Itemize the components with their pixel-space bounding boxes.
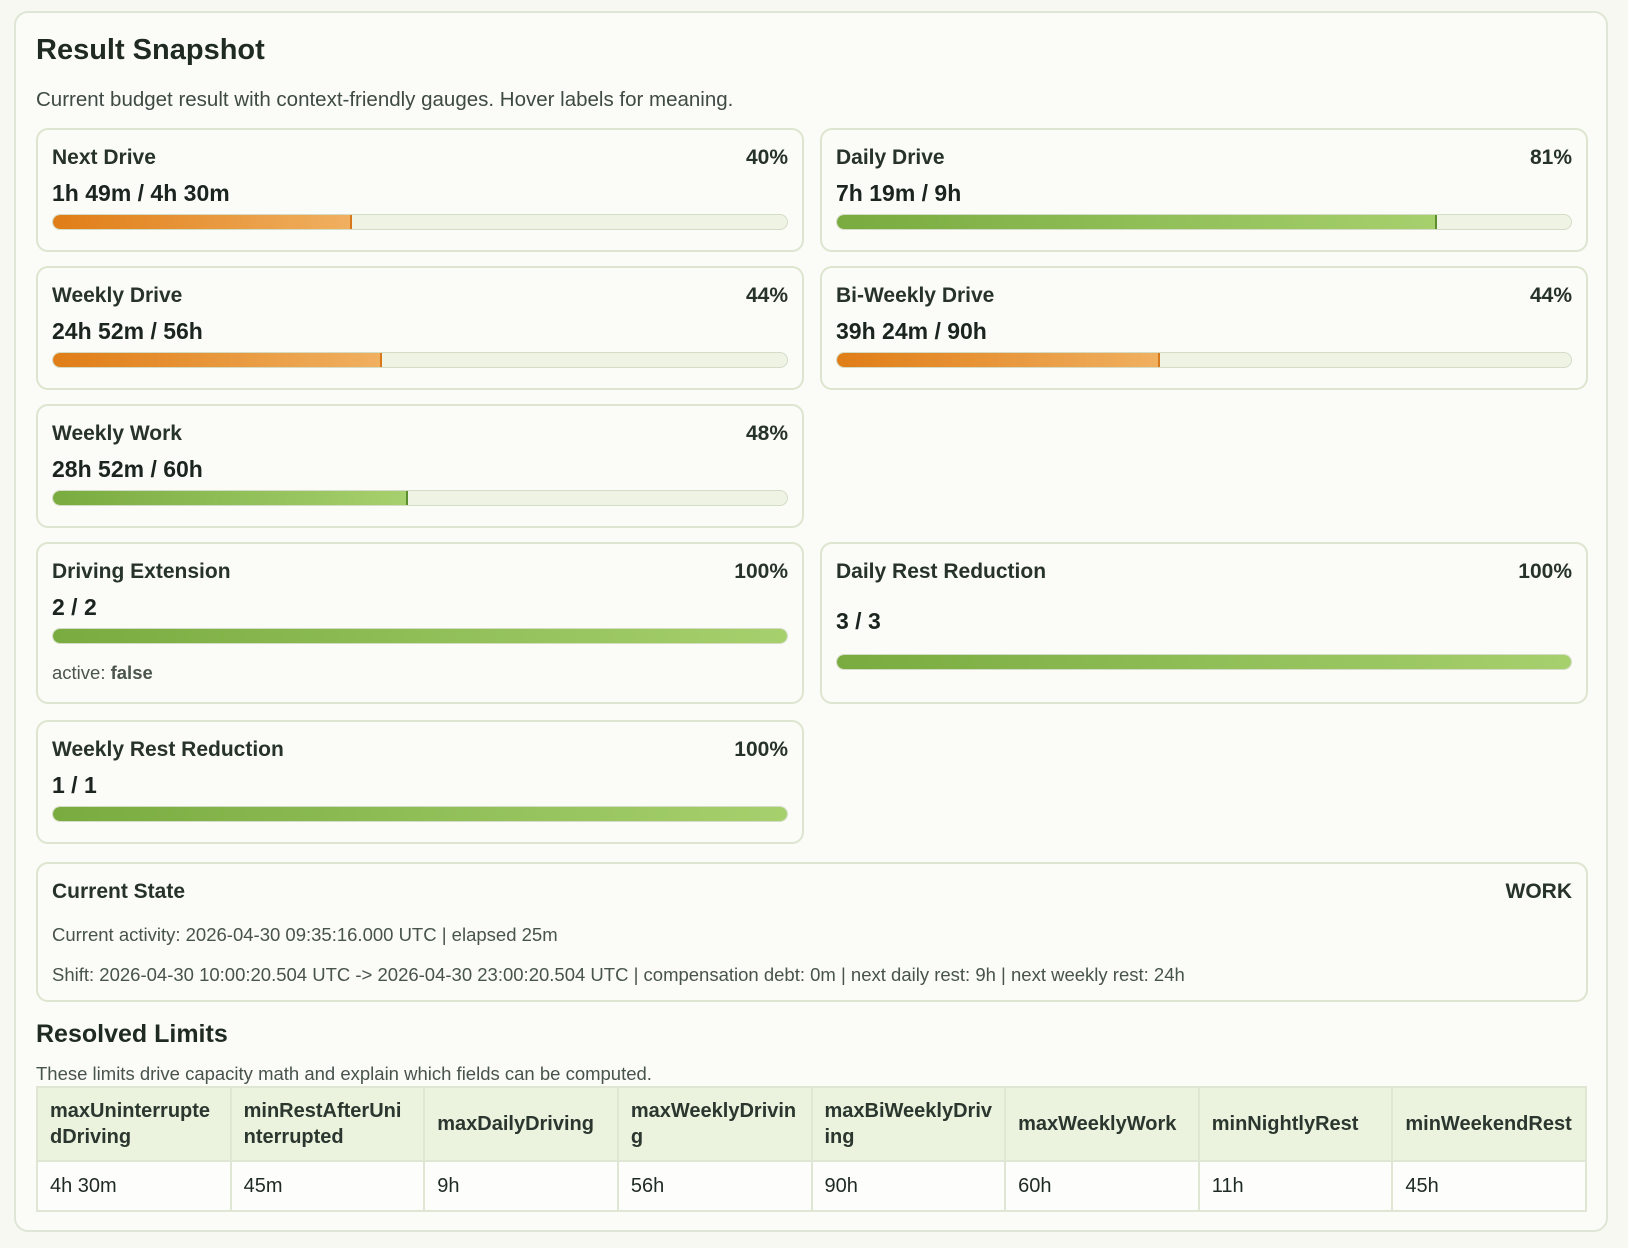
gauge-label[interactable]: Daily Drive	[836, 146, 945, 169]
gauge-fill	[53, 629, 787, 643]
table-cell: 90h	[810, 1160, 1007, 1212]
gauge-value: 24h 52m / 56h	[52, 318, 203, 344]
table-cell: 11h	[1197, 1160, 1394, 1212]
state-badge: WORK	[1505, 880, 1573, 903]
gauge-card-next-drive: Next Drive 40% 1h 49m / 4h 30m	[36, 128, 804, 252]
gauge-percent: 100%	[1518, 560, 1572, 583]
gauge-track	[52, 628, 788, 644]
gauge-label[interactable]: Driving Extension	[52, 560, 231, 583]
gauge-track	[836, 214, 1572, 230]
gauge-track	[836, 654, 1572, 670]
gauge-percent: 100%	[734, 560, 788, 583]
active-label: active:	[52, 662, 106, 683]
column-header: minWeekendRest	[1391, 1086, 1587, 1162]
gauge-value: 1 / 1	[52, 772, 97, 798]
gauge-fill	[53, 215, 353, 229]
column-header: minNightlyRest	[1197, 1086, 1394, 1162]
page-title: Result Snapshot	[36, 34, 265, 66]
page-subtitle: Current budget result with context-frien…	[36, 88, 734, 111]
gauge-label[interactable]: Daily Rest Reduction	[836, 560, 1047, 583]
column-header: maxWeeklyWork	[1004, 1086, 1200, 1162]
column-header: maxUninterruptedDriving	[36, 1086, 232, 1162]
table-header-row: maxUninterruptedDriving minRestAfterUnin…	[36, 1086, 1587, 1162]
gauge-value: 7h 19m / 9h	[836, 180, 962, 206]
resolved-limits-title: Resolved Limits	[36, 1020, 228, 1048]
gauge-label[interactable]: Weekly Rest Reduction	[52, 738, 284, 761]
column-header: maxWeeklyDriving	[616, 1086, 813, 1162]
table-cell: 45h	[1391, 1160, 1587, 1212]
resolved-limits-subtitle: These limits drive capacity math and exp…	[36, 1063, 652, 1084]
gauge-label[interactable]: Weekly Work	[52, 422, 182, 445]
gauge-label[interactable]: Weekly Drive	[52, 284, 183, 307]
gauge-percent: 48%	[745, 422, 788, 445]
table-cell: 9h	[423, 1160, 619, 1212]
resolved-limits-table: maxUninterruptedDriving minRestAfterUnin…	[36, 1086, 1587, 1212]
gauge-track	[52, 352, 788, 368]
current-activity-line: Current activity: 2026-04-30 09:35:16.00…	[52, 924, 558, 945]
active-value: false	[110, 662, 153, 683]
gauge-fill	[53, 807, 787, 821]
gauge-card-daily-drive: Daily Drive 81% 7h 19m / 9h	[820, 128, 1588, 252]
gauge-percent: 44%	[1529, 284, 1572, 307]
current-state-card: Current State WORK Current activity: 202…	[36, 862, 1588, 1002]
gauge-value: 3 / 3	[836, 608, 881, 634]
gauge-card-daily-rest-reduction: Daily Rest Reduction 100% 3 / 3	[820, 542, 1588, 704]
extension-active-status: active: false	[52, 662, 153, 684]
gauge-percent: 81%	[1529, 146, 1572, 169]
gauge-track	[52, 806, 788, 822]
column-header: maxDailyDriving	[423, 1086, 619, 1162]
gauge-fill	[837, 655, 1571, 669]
table-cell: 60h	[1004, 1160, 1200, 1212]
gauge-card-biweekly-drive: Bi-Weekly Drive 44% 39h 24m / 90h	[820, 266, 1588, 390]
gauge-card-weekly-work: Weekly Work 48% 28h 52m / 60h	[36, 404, 804, 528]
table-row: 4h 30m 45m 9h 56h 90h 60h 11h 45h	[36, 1160, 1587, 1212]
gauge-track	[52, 490, 788, 506]
gauge-value: 39h 24m / 90h	[836, 318, 987, 344]
gauge-fill	[53, 353, 382, 367]
gauge-label[interactable]: Bi-Weekly Drive	[836, 284, 995, 307]
gauge-percent: 40%	[745, 146, 788, 169]
gauge-fill	[53, 491, 409, 505]
table-cell: 45m	[229, 1160, 426, 1212]
shift-line: Shift: 2026-04-30 10:00:20.504 UTC -> 20…	[52, 964, 1185, 985]
gauge-track	[836, 352, 1572, 368]
column-header: minRestAfterUninterrupted	[229, 1086, 426, 1162]
gauge-percent: 44%	[745, 284, 788, 307]
gauge-percent: 100%	[734, 738, 788, 761]
gauge-value: 1h 49m / 4h 30m	[52, 180, 230, 206]
table-cell: 56h	[616, 1160, 813, 1212]
gauge-card-weekly-rest-reduction: Weekly Rest Reduction 100% 1 / 1	[36, 720, 804, 844]
current-state-title: Current State	[52, 880, 186, 903]
table-cell: 4h 30m	[36, 1160, 232, 1212]
gauge-fill	[837, 215, 1438, 229]
gauge-card-weekly-drive: Weekly Drive 44% 24h 52m / 56h	[36, 266, 804, 390]
gauge-value: 2 / 2	[52, 594, 97, 620]
gauge-fill	[837, 353, 1161, 367]
column-header: maxBiWeeklyDriving	[810, 1086, 1007, 1162]
gauge-card-driving-extension: Driving Extension 100% 2 / 2 active: fal…	[36, 542, 804, 704]
gauge-value: 28h 52m / 60h	[52, 456, 203, 482]
gauge-track	[52, 214, 788, 230]
gauge-label[interactable]: Next Drive	[52, 146, 156, 169]
